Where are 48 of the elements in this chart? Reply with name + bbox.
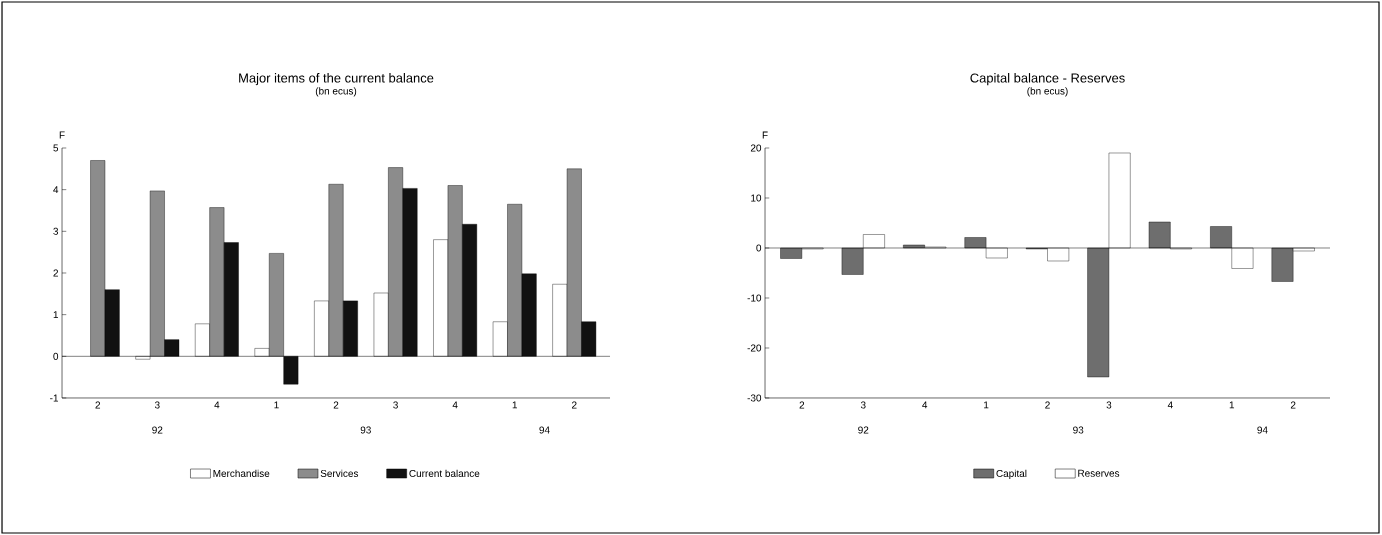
legend-label: Reserves (1078, 469, 1120, 477)
y-axis-title: F (59, 131, 65, 139)
y-tick-label: -30 (747, 394, 762, 402)
text: 92 (858, 426, 869, 434)
x-tick-label: 4 (452, 401, 458, 409)
x-tick-label: 4 (214, 401, 220, 409)
x-tick-label: 3 (154, 401, 160, 409)
legend-label: Current balance (409, 469, 480, 477)
x-tick-label: 1 (1229, 401, 1235, 409)
y-tick-label: 0 (756, 244, 762, 252)
y-tick-label: 2 (53, 269, 58, 277)
chart-subtitle: (bn ecus) (315, 87, 357, 97)
chart-title: Capital balance - Reserves (970, 73, 1125, 86)
y-tick-label: 20 (750, 144, 762, 152)
x-tick-label: 1 (512, 401, 518, 409)
text: 94 (539, 426, 550, 434)
legend-label: Merchandise (213, 469, 270, 477)
legend-label: Services (320, 469, 359, 477)
y-tick-label: 3 (53, 227, 59, 235)
y-axis-title: F (762, 131, 768, 139)
y-tick-label: 4 (53, 186, 59, 194)
x-tick-label: 4 (1167, 401, 1173, 409)
x-tick-label: 3 (1106, 401, 1112, 409)
x-tick-label: 3 (860, 401, 866, 409)
text: 92 (152, 426, 163, 434)
x-tick-label: 4 (922, 401, 928, 409)
chart-title: Major items of the current balance (239, 73, 434, 86)
y-tick-label: 5 (53, 144, 59, 152)
x-tick-label: 2 (799, 401, 805, 409)
x-tick-label: 2 (572, 401, 577, 409)
text: 93 (1073, 426, 1084, 434)
y-tick-label: 1 (53, 311, 59, 319)
y-tick-label: -20 (747, 344, 762, 352)
x-tick-label: 3 (393, 401, 398, 409)
y-tick-label: 0 (53, 352, 59, 360)
x-tick-label: 1 (984, 401, 989, 409)
legend-label: Capital (996, 469, 1027, 479)
x-tick-label: 2 (333, 401, 339, 409)
chart-subtitle: (bn ecus) (1027, 87, 1068, 97)
y-tick-label: -10 (747, 294, 762, 302)
y-tick-label: 10 (751, 194, 762, 202)
x-tick-label: 2 (1290, 401, 1296, 409)
text: 93 (360, 426, 371, 434)
text: 94 (1257, 426, 1268, 434)
y-tick-label: -1 (50, 394, 59, 402)
x-tick-label: 1 (274, 401, 279, 409)
x-tick-label: 2 (1045, 401, 1050, 409)
x-tick-label: 2 (95, 401, 101, 409)
